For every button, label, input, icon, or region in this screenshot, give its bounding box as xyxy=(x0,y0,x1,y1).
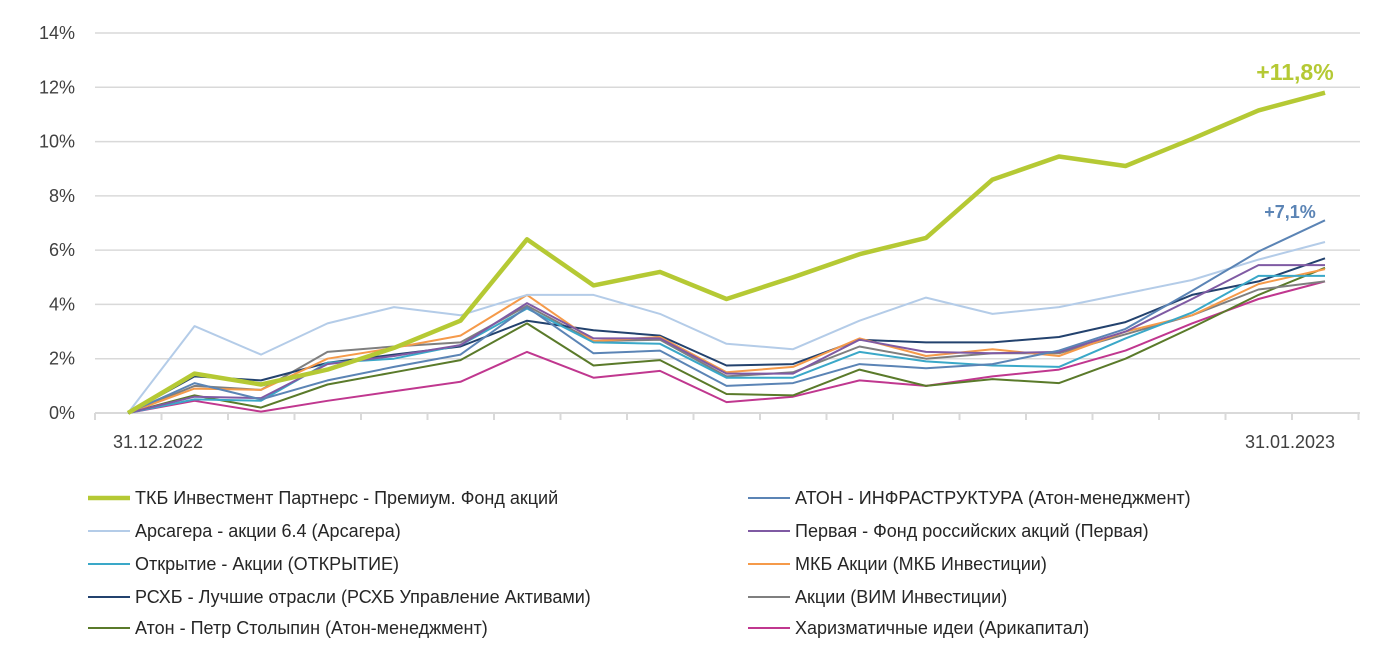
series-line-1 xyxy=(127,219,1326,414)
legend-label: РСХБ - Лучшие отрасли (РСХБ Управление А… xyxy=(135,587,591,607)
series-line-0 xyxy=(126,90,1326,415)
series-lines xyxy=(126,90,1326,415)
y-tick-label: 14% xyxy=(39,23,75,43)
legend-item: Арсагера - акции 6.4 (Арсагера) xyxy=(88,521,401,541)
legend-item: Харизматичные идеи (Арикапитал) xyxy=(748,618,1089,638)
legend-label: Акции (ВИМ Инвестиции) xyxy=(795,587,1007,607)
series-line-4 xyxy=(127,274,1325,414)
series-line-8 xyxy=(127,266,1326,414)
series-line-7 xyxy=(127,280,1326,414)
legend-label: Арсагера - акции 6.4 (Арсагера) xyxy=(135,521,401,541)
legend-item: АТОН - ИНФРАСТРУКТУРА (Атон-менеджмент) xyxy=(748,488,1191,508)
legend-item: Атон - Петр Столыпин (Атон-менеджмент) xyxy=(88,618,488,638)
legend-label: Открытие - Акции (ОТКРЫТИЕ) xyxy=(135,554,399,574)
legend-item: Акции (ВИМ Инвестиции) xyxy=(748,587,1007,607)
gridlines xyxy=(95,32,1360,360)
legend-label: ТКБ Инвестмент Партнерс - Премиум. Фонд … xyxy=(135,488,558,508)
annotation-tkb-return: +11,8% xyxy=(1256,59,1333,85)
legend-item: ТКБ Инвестмент Партнерс - Премиум. Фонд … xyxy=(88,488,558,508)
x-label-start: 31.12.2022 xyxy=(113,432,203,452)
legend-item: РСХБ - Лучшие отрасли (РСХБ Управление А… xyxy=(88,587,591,607)
legend-label: АТОН - ИНФРАСТРУКТУРА (Атон-менеджмент) xyxy=(795,488,1191,508)
legend-label: МКБ Акции (МКБ Инвестиции) xyxy=(795,554,1047,574)
series-line-3 xyxy=(127,264,1325,414)
legend-item: Первая - Фонд российских акций (Первая) xyxy=(748,521,1149,541)
x-label-end: 31.01.2023 xyxy=(1245,432,1335,452)
annotation-aton-infra-return: +7,1% xyxy=(1264,202,1316,222)
series-line-2 xyxy=(127,241,1326,414)
y-tick-label: 6% xyxy=(49,240,75,260)
x-axis xyxy=(94,412,1360,420)
legend-item: МКБ Акции (МКБ Инвестиции) xyxy=(748,554,1047,574)
y-tick-label: 0% xyxy=(49,403,75,423)
y-tick-label: 12% xyxy=(39,77,75,97)
legend-label: Харизматичные идеи (Арикапитал) xyxy=(795,618,1089,638)
legend-label: Первая - Фонд российских акций (Первая) xyxy=(795,521,1149,541)
legend: ТКБ Инвестмент Партнерс - Премиум. Фонд … xyxy=(88,488,1191,638)
y-tick-label: 10% xyxy=(39,132,75,152)
y-tick-label: 2% xyxy=(49,349,75,369)
y-tick-label: 4% xyxy=(49,294,75,314)
y-axis-ticks: 0% 2% 4% 6% 8% 10% 12% 14% xyxy=(39,23,75,423)
legend-label: Атон - Петр Столыпин (Атон-менеджмент) xyxy=(135,618,488,638)
series-line-6 xyxy=(127,257,1326,414)
legend-item: Открытие - Акции (ОТКРЫТИЕ) xyxy=(88,554,399,574)
series-line-9 xyxy=(127,280,1326,414)
y-tick-label: 8% xyxy=(49,186,75,206)
